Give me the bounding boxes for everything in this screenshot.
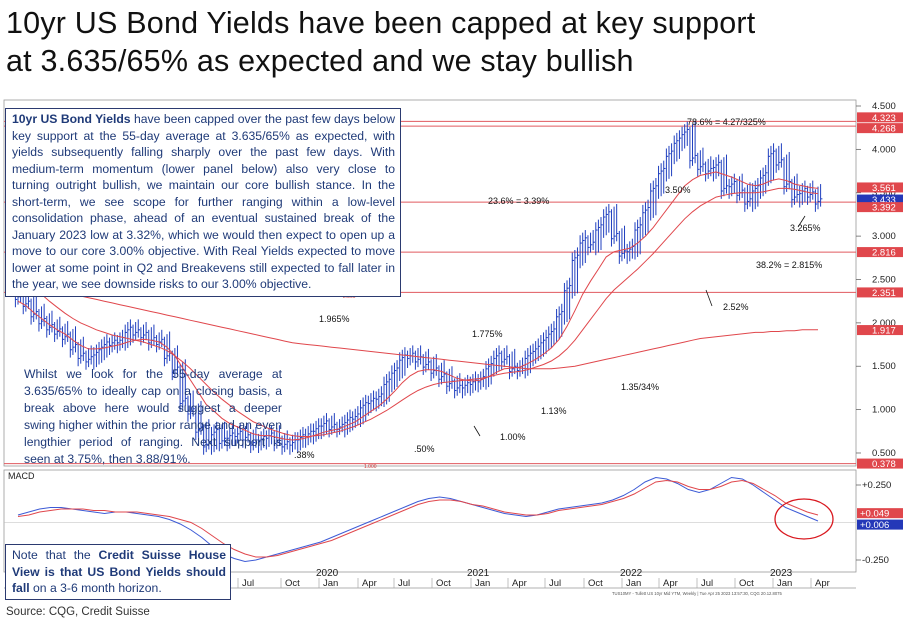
value-flag-label: 0.378	[872, 459, 896, 470]
value-flag-label: 4.323	[872, 113, 896, 124]
analysis-box: 10yr US Bond Yields have been capped ove…	[5, 108, 401, 297]
level-label: .50%	[414, 444, 435, 454]
level-label: .38%	[294, 450, 315, 460]
macd-panel-frame	[3, 469, 857, 573]
value-flag	[857, 194, 903, 205]
x-tick-label: Jul	[549, 578, 561, 589]
year-label: 2020	[316, 568, 339, 579]
analysis-lead: 10yr US Bond Yields	[12, 112, 131, 126]
x-tick-label: Jan	[475, 578, 490, 589]
level-label: 3.50%	[665, 185, 691, 195]
house-view-bold: Credit Suisse House View is that US Bond…	[12, 548, 226, 595]
x-tick-label: Oct	[285, 578, 300, 589]
level-label: 1.000	[364, 464, 377, 470]
x-tick-label: Oct	[436, 578, 451, 589]
x-tick-label: Jul	[701, 578, 713, 589]
macd-tick-label: +0.250	[862, 480, 891, 491]
y-tick-label: 1.000	[872, 405, 896, 416]
y-tick-label: 2.000	[872, 318, 896, 329]
value-flag-label: 3.433	[872, 195, 896, 206]
x-tick-label: Jul	[242, 578, 254, 589]
y-tick-label: 3.500	[872, 188, 896, 199]
value-flag	[857, 182, 903, 193]
y-tick-label: 0.500	[872, 448, 896, 459]
price-chart: 4.500 4.000 3.500 3.000 2.500 2.000 1.500 1.000…	[3, 99, 903, 596]
x-tick-label: Apr	[815, 578, 830, 589]
level-label: 38.2% = 2.815%	[756, 260, 822, 270]
headline-line-2: at 3.635/65% as expected and we stay bul…	[6, 44, 634, 78]
macd-title: MACD	[8, 471, 35, 481]
analysis-text: have been capped over the past few days …	[12, 112, 395, 291]
y-tick-label: 1.500	[872, 361, 896, 372]
level-label: 2.500	[343, 294, 356, 300]
footer-metadata: TUS10MY - Tullett US 10yr Mid YTM, Weekl…	[612, 591, 783, 596]
x-tick-label: Apr	[362, 578, 377, 589]
value-flag-label: 3.392	[872, 203, 896, 214]
macd-tick-label: -0.250	[862, 555, 889, 566]
level-label: 1.775%	[472, 329, 503, 339]
macd-value-flag	[857, 519, 903, 530]
annotation-arrow	[797, 215, 806, 228]
level-label: 1.965%	[319, 314, 350, 324]
level-label: 3.265%	[790, 223, 821, 233]
year-label: 2022	[620, 568, 643, 579]
value-flag	[857, 325, 903, 336]
value-flag-label: 4.268	[872, 124, 896, 135]
support-note: Whilst we look for the 55-day average at…	[24, 367, 282, 466]
y-tick-label: 2.500	[872, 274, 896, 285]
value-flag	[857, 202, 903, 213]
house-view-suffix: on a 3-6 month horizon.	[29, 581, 162, 595]
x-tick-label: Oct	[588, 578, 603, 589]
value-flag-label: 2.351	[872, 288, 896, 299]
source-note: Source: CQG, Credit Suisse	[6, 606, 150, 618]
value-flag	[857, 458, 903, 469]
macd-series-line	[17, 479, 819, 558]
moving-average-line	[17, 187, 819, 437]
headline-line-1: 10yr US Bond Yields have been capped at …	[6, 6, 756, 40]
x-tick-label: Apr	[663, 578, 678, 589]
macd-series-line	[17, 476, 819, 563]
macd-value-flag	[857, 508, 903, 519]
highlight-circle	[774, 498, 834, 540]
value-flag-label: 3.561	[872, 183, 896, 194]
level-label: 1.00%	[500, 432, 526, 442]
x-tick-label: Apr	[512, 578, 527, 589]
level-label: 2.52%	[723, 302, 749, 312]
macd-value-flag-label: +0.049	[860, 509, 889, 520]
y-tick-label: 3.000	[872, 231, 896, 242]
level-label: 1.35/34%	[621, 382, 659, 392]
value-flag	[857, 247, 903, 258]
x-tick-label: Jan	[626, 578, 641, 589]
annotation-arrow	[473, 425, 481, 437]
macd-value-flag-label: +0.006	[860, 520, 889, 531]
annotation-arrow	[705, 289, 713, 307]
moving-average-line	[17, 171, 819, 441]
x-tick-label: Jul	[398, 578, 410, 589]
house-view-box: Note that the Credit Suisse House View i…	[5, 544, 231, 600]
value-flag	[857, 287, 903, 298]
value-flag	[857, 112, 903, 123]
year-label: 2023	[770, 568, 793, 579]
moving-average-line	[17, 283, 818, 370]
main-panel-frame	[3, 99, 857, 467]
value-flag-label: 1.917	[872, 326, 896, 337]
value-flag	[857, 123, 903, 134]
level-label: 1.13%	[541, 406, 567, 416]
x-tick-label: Oct	[739, 578, 754, 589]
y-tick-label: 4.000	[872, 144, 896, 155]
headline: 10yr US Bond Yields have been capped at …	[6, 4, 896, 80]
value-flag-label: 2.816	[872, 248, 896, 259]
y-tick-label: 4.500	[872, 101, 896, 112]
house-view-prefix: Note that the	[12, 548, 99, 562]
x-tick-label: Jan	[777, 578, 792, 589]
year-label: 2021	[467, 568, 490, 579]
level-label: 23.6% = 3.39%	[488, 196, 549, 206]
x-tick-label: Jan	[323, 578, 338, 589]
level-label: 78.6% = 4.27/325%	[687, 117, 766, 127]
